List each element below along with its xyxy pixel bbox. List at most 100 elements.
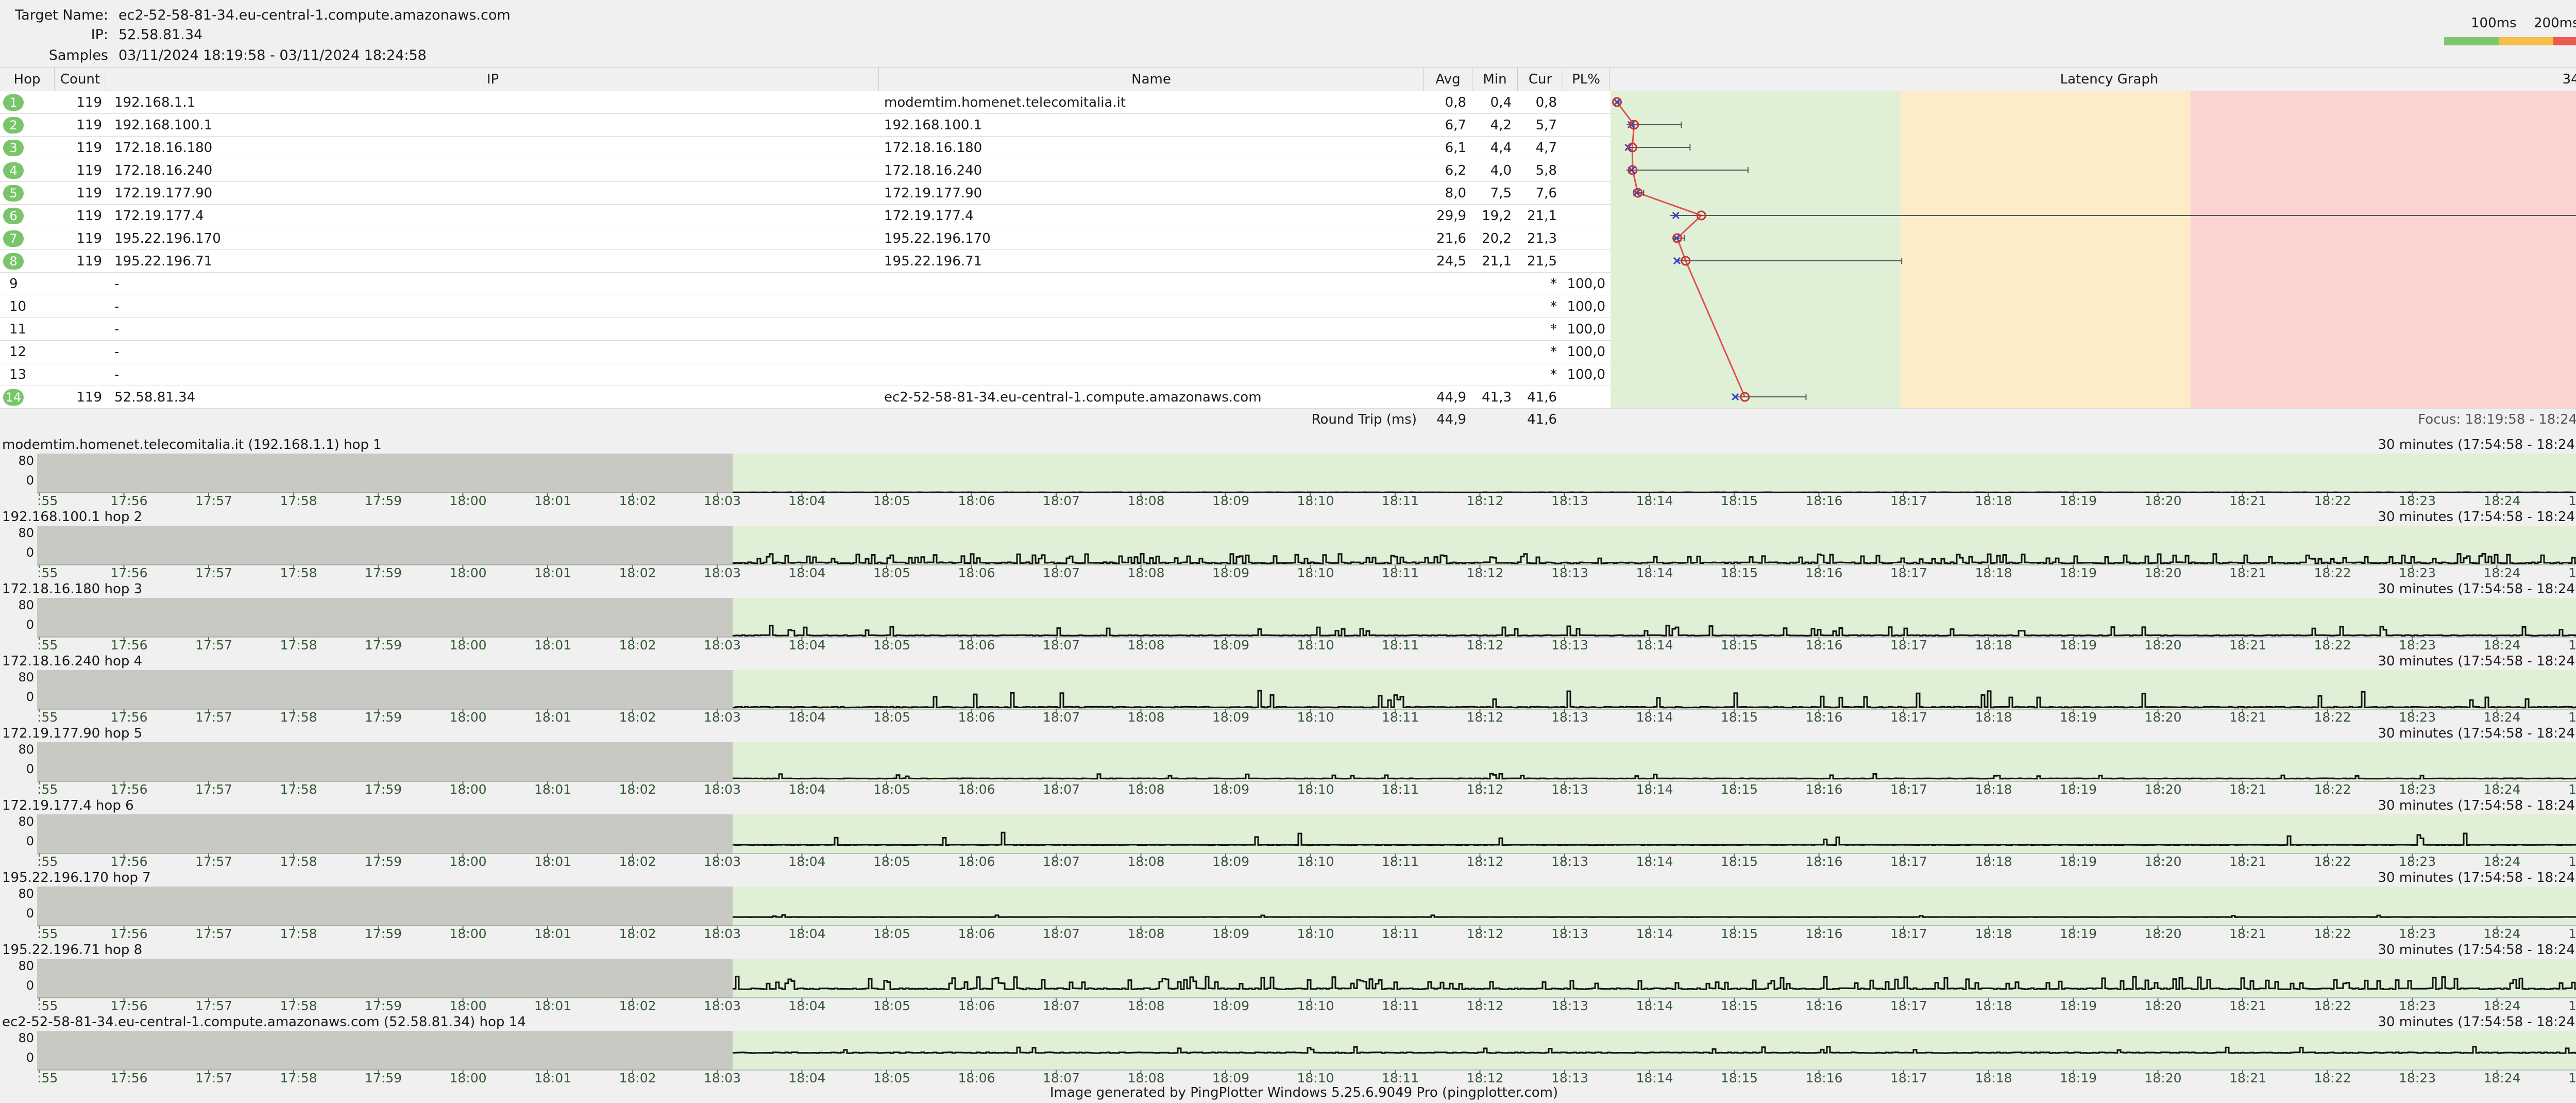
timeline-plot[interactable] bbox=[37, 742, 2576, 784]
timeline-tick-label: :55 bbox=[37, 710, 58, 725]
hop-name-cell: 172.19.177.90 bbox=[884, 186, 982, 201]
hop-pl-cell bbox=[1563, 182, 1609, 205]
timeline-tick-label: 18:16 bbox=[1805, 493, 1843, 508]
target-ip-value: 52.58.81.34 bbox=[118, 27, 203, 43]
hop-min-cell: 19,2 bbox=[1482, 208, 1512, 224]
timeline-tick-label: 18:11 bbox=[1382, 998, 1419, 1013]
hop-cur-cell: * bbox=[1550, 344, 1557, 360]
timeline-panel[interactable]: 172.18.16.180 hop 3 30 minutes (17:54:58 … bbox=[0, 580, 2576, 653]
timeline-panel[interactable]: 172.19.177.4 hop 6 30 minutes (17:54:58 -… bbox=[0, 797, 2576, 869]
timeline-tick-label: 18:21 bbox=[2229, 565, 2267, 580]
timeline-tick-label: 18:06 bbox=[958, 638, 995, 653]
legend-200ms-label: 200ms bbox=[2534, 15, 2576, 31]
timeline-tick-label: 18:21 bbox=[2229, 926, 2267, 941]
timeline-tick-label: 18:18 bbox=[1975, 1071, 2012, 1085]
latency-current-marker bbox=[1628, 121, 1635, 129]
hop-ip-cell: 172.19.177.4 bbox=[114, 208, 204, 224]
timeline-panel[interactable]: 172.19.177.90 hop 5 30 minutes (17:54:58 … bbox=[0, 725, 2576, 797]
timeline-tick-label: 18:16 bbox=[1805, 926, 1843, 941]
hop-avg-cell: 21,6 bbox=[1436, 231, 1466, 246]
timeline-plot[interactable] bbox=[37, 454, 2576, 496]
timeline-tick-label: 18:07 bbox=[1043, 782, 1080, 797]
timeline-nodata-region bbox=[37, 814, 733, 854]
hop-ip-cell: - bbox=[114, 322, 120, 337]
timeline-title: ec2-52-58-81-34.eu-central-1.compute.ama… bbox=[2, 1014, 526, 1030]
timeline-plot[interactable] bbox=[37, 526, 2576, 568]
timeline-tick-label: 18:13 bbox=[1551, 565, 1589, 580]
timeline-tick-label: 17:58 bbox=[280, 565, 317, 580]
timeline-tick-label: 18:19 bbox=[2060, 493, 2097, 508]
column-header-cur[interactable]: Cur bbox=[1518, 68, 1563, 91]
timeline-tick-label: 18:10 bbox=[1297, 926, 1334, 941]
focus-range: Focus: 18:19:58 - 18:24:58 bbox=[2418, 412, 2576, 427]
timeline-tick-label: 18:22 bbox=[2314, 782, 2351, 797]
timeline-tick-label: 17:56 bbox=[110, 854, 148, 869]
hop-cur-cell: 4,7 bbox=[1535, 140, 1557, 156]
timeline-tick-label: 18:23 bbox=[2399, 926, 2436, 941]
hop-pl-cell bbox=[1563, 227, 1609, 250]
hop-number-cell: 1 bbox=[0, 91, 55, 114]
timeline-tick-label: 18:11 bbox=[1382, 710, 1419, 725]
latency-legend: 100ms 200ms bbox=[2444, 15, 2576, 48]
timeline-tick-label: :55 bbox=[37, 926, 58, 941]
column-header-pl[interactable]: PL% bbox=[1563, 68, 1609, 91]
timeline-tick-label: 18:11 bbox=[1382, 854, 1419, 869]
column-header-hop[interactable]: Hop bbox=[0, 68, 55, 91]
timeline-tick-label: 18:16 bbox=[1805, 782, 1843, 797]
timeline-tick-label: 18:19 bbox=[2060, 710, 2097, 725]
timeline-tick-label: 18:12 bbox=[1466, 493, 1504, 508]
timeline-panel[interactable]: 195.22.196.71 hop 8 30 minutes (17:54:58 … bbox=[0, 941, 2576, 1013]
timeline-plot[interactable] bbox=[37, 1031, 2576, 1073]
timeline-tick-label: 1 bbox=[2568, 638, 2576, 653]
timeline-y-label-bottom: 0 bbox=[26, 978, 34, 993]
timeline-tick-label: 18:03 bbox=[704, 493, 741, 508]
hop-pl-cell bbox=[1563, 137, 1609, 159]
column-header-ip[interactable]: IP bbox=[107, 68, 879, 91]
timeline-panel[interactable]: modemtim.homenet.telecomitalia.it (192.1… bbox=[0, 436, 2576, 508]
hop-number-cell: 7 bbox=[0, 227, 55, 250]
column-header-count[interactable]: Count bbox=[55, 68, 106, 91]
column-header-avg[interactable]: Avg bbox=[1424, 68, 1472, 91]
timeline-title: 172.18.16.240 hop 4 bbox=[2, 654, 143, 669]
hop-ip-cell: 195.22.196.170 bbox=[114, 231, 221, 246]
column-header-name[interactable]: Name bbox=[879, 68, 1424, 91]
timeline-tick-label: 18:01 bbox=[534, 854, 572, 869]
timeline-tick-label: 18:16 bbox=[1805, 710, 1843, 725]
timeline-tick-label: 18:01 bbox=[534, 1071, 572, 1085]
column-header-min[interactable]: Min bbox=[1472, 68, 1518, 91]
hop-cur-cell: * bbox=[1550, 322, 1557, 337]
timeline-tick-label: 17:58 bbox=[280, 710, 317, 725]
hop-number: 11 bbox=[9, 322, 27, 337]
timeline-tick-label: 18:02 bbox=[619, 998, 656, 1013]
hop-count-cell: 119 bbox=[76, 231, 102, 246]
timeline-plot[interactable] bbox=[37, 959, 2576, 1001]
timeline-plot[interactable] bbox=[37, 814, 2576, 857]
timeline-tick-label: 18:18 bbox=[1975, 710, 2012, 725]
timeline-tick-label: 18:03 bbox=[704, 638, 741, 653]
timeline-plot[interactable] bbox=[37, 598, 2576, 640]
timeline-tick-label: 18:24 bbox=[2483, 565, 2521, 580]
timeline-nodata-region bbox=[37, 526, 733, 565]
timeline-tick-label: 18:19 bbox=[2060, 854, 2097, 869]
round-trip-label: Round Trip (ms) bbox=[1311, 412, 1417, 427]
timeline-tick-label: 18:19 bbox=[2060, 1071, 2097, 1085]
timeline-panel[interactable]: 172.18.16.240 hop 4 30 minutes (17:54:58 … bbox=[0, 653, 2576, 725]
hop-ip-cell: 172.18.16.180 bbox=[114, 140, 213, 156]
hop-number: 12 bbox=[9, 344, 27, 360]
timeline-tick-label: 18:06 bbox=[958, 1071, 995, 1085]
timeline-panel[interactable]: 192.168.100.1 hop 2 30 minutes (17:54:58 … bbox=[0, 508, 2576, 580]
timeline-tick-label: 18:05 bbox=[873, 854, 911, 869]
timeline-range: 30 minutes (17:54:58 - 18:24:58) bbox=[2378, 798, 2576, 813]
timeline-panel[interactable]: 195.22.196.170 hop 7 30 minutes (17:54:58… bbox=[0, 869, 2576, 941]
latency-graph[interactable] bbox=[1611, 91, 2576, 408]
hop-count-cell: 119 bbox=[76, 118, 102, 133]
timeline-panel[interactable]: ec2-52-58-81-34.eu-central-1.compute.ama… bbox=[0, 1013, 2576, 1085]
timeline-range: 30 minutes (17:54:58 - 18:24:58) bbox=[2378, 1014, 2576, 1030]
hop-avg-cell: 0,8 bbox=[1445, 95, 1466, 110]
hop-pl-cell bbox=[1563, 205, 1609, 227]
timeline-range: 30 minutes (17:54:58 - 18:24:58) bbox=[2378, 654, 2576, 669]
timeline-tick-label: 17:57 bbox=[195, 854, 233, 869]
timeline-plot[interactable] bbox=[37, 887, 2576, 929]
timeline-plot[interactable] bbox=[37, 670, 2576, 712]
column-header-latency-graph[interactable]: Latency Graph 344ms bbox=[1611, 68, 2576, 91]
